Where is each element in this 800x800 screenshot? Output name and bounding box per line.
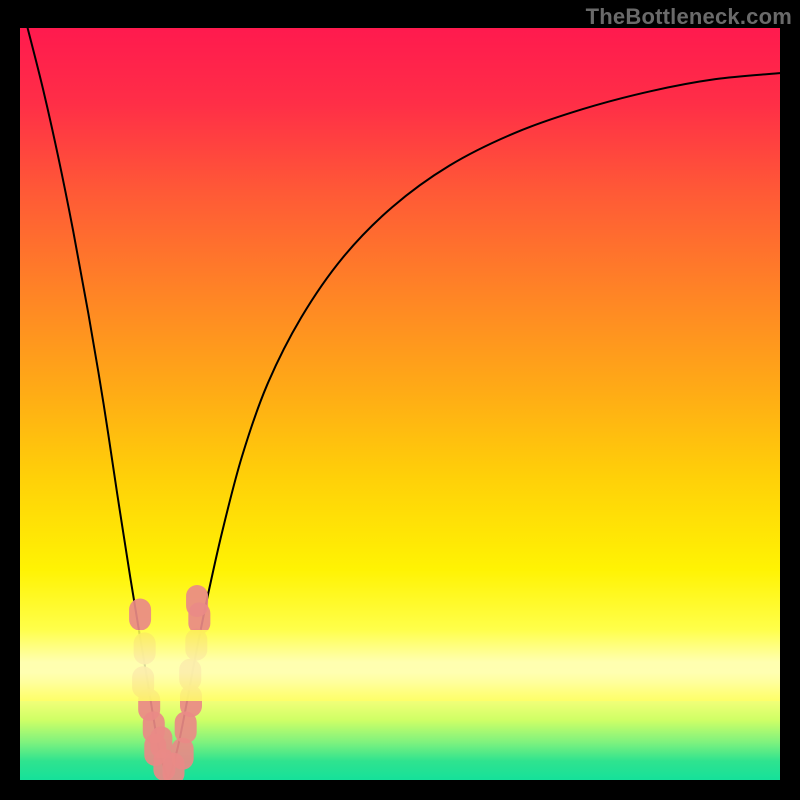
marker-lozenge: [186, 585, 208, 617]
watermark-text: TheBottleneck.com: [586, 4, 792, 30]
chart-frame: TheBottleneck.com: [0, 0, 800, 800]
marker-lozenge: [150, 726, 172, 758]
light-band: [20, 630, 780, 701]
marker-lozenge: [129, 599, 151, 631]
plot-area: [20, 28, 780, 780]
